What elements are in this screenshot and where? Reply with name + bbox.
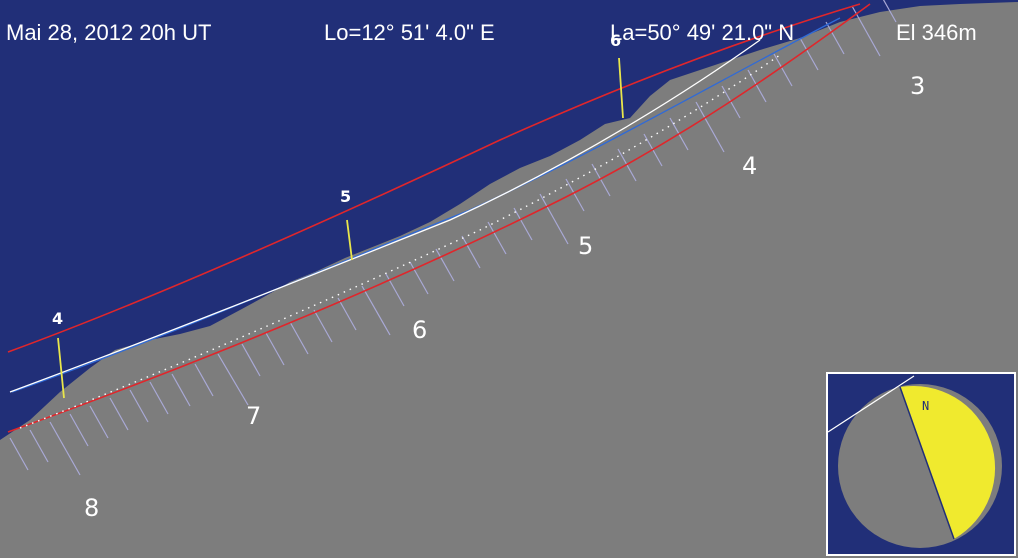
bottom-hour-label-5: 5 [578,232,593,260]
top-hour-label-4: 4 [52,309,63,328]
moon-phase-inset[interactable]: N [826,372,1016,556]
sun-path-white [9,39,761,393]
bottom-hour-label-7: 7 [246,402,261,430]
north-label: N [922,399,929,413]
horizon-line-inset [828,375,915,433]
top-hour-label-6: 6 [610,31,621,50]
bottom-hour-label-4: 4 [742,152,757,180]
lower-red-line [7,3,871,433]
top-hour-label-5: 5 [340,187,351,206]
path-ticks [9,0,897,476]
bottom-hour-label-3: 3 [910,72,925,100]
hour-markers [57,57,624,399]
moon-phase-canvas: N [828,375,1002,548]
terminator-line [899,386,955,540]
moon-lit-part [900,385,996,539]
upper-red-line [7,3,861,353]
bottom-hour-label-6: 6 [412,316,427,344]
bottom-hour-label-8: 8 [84,494,99,522]
